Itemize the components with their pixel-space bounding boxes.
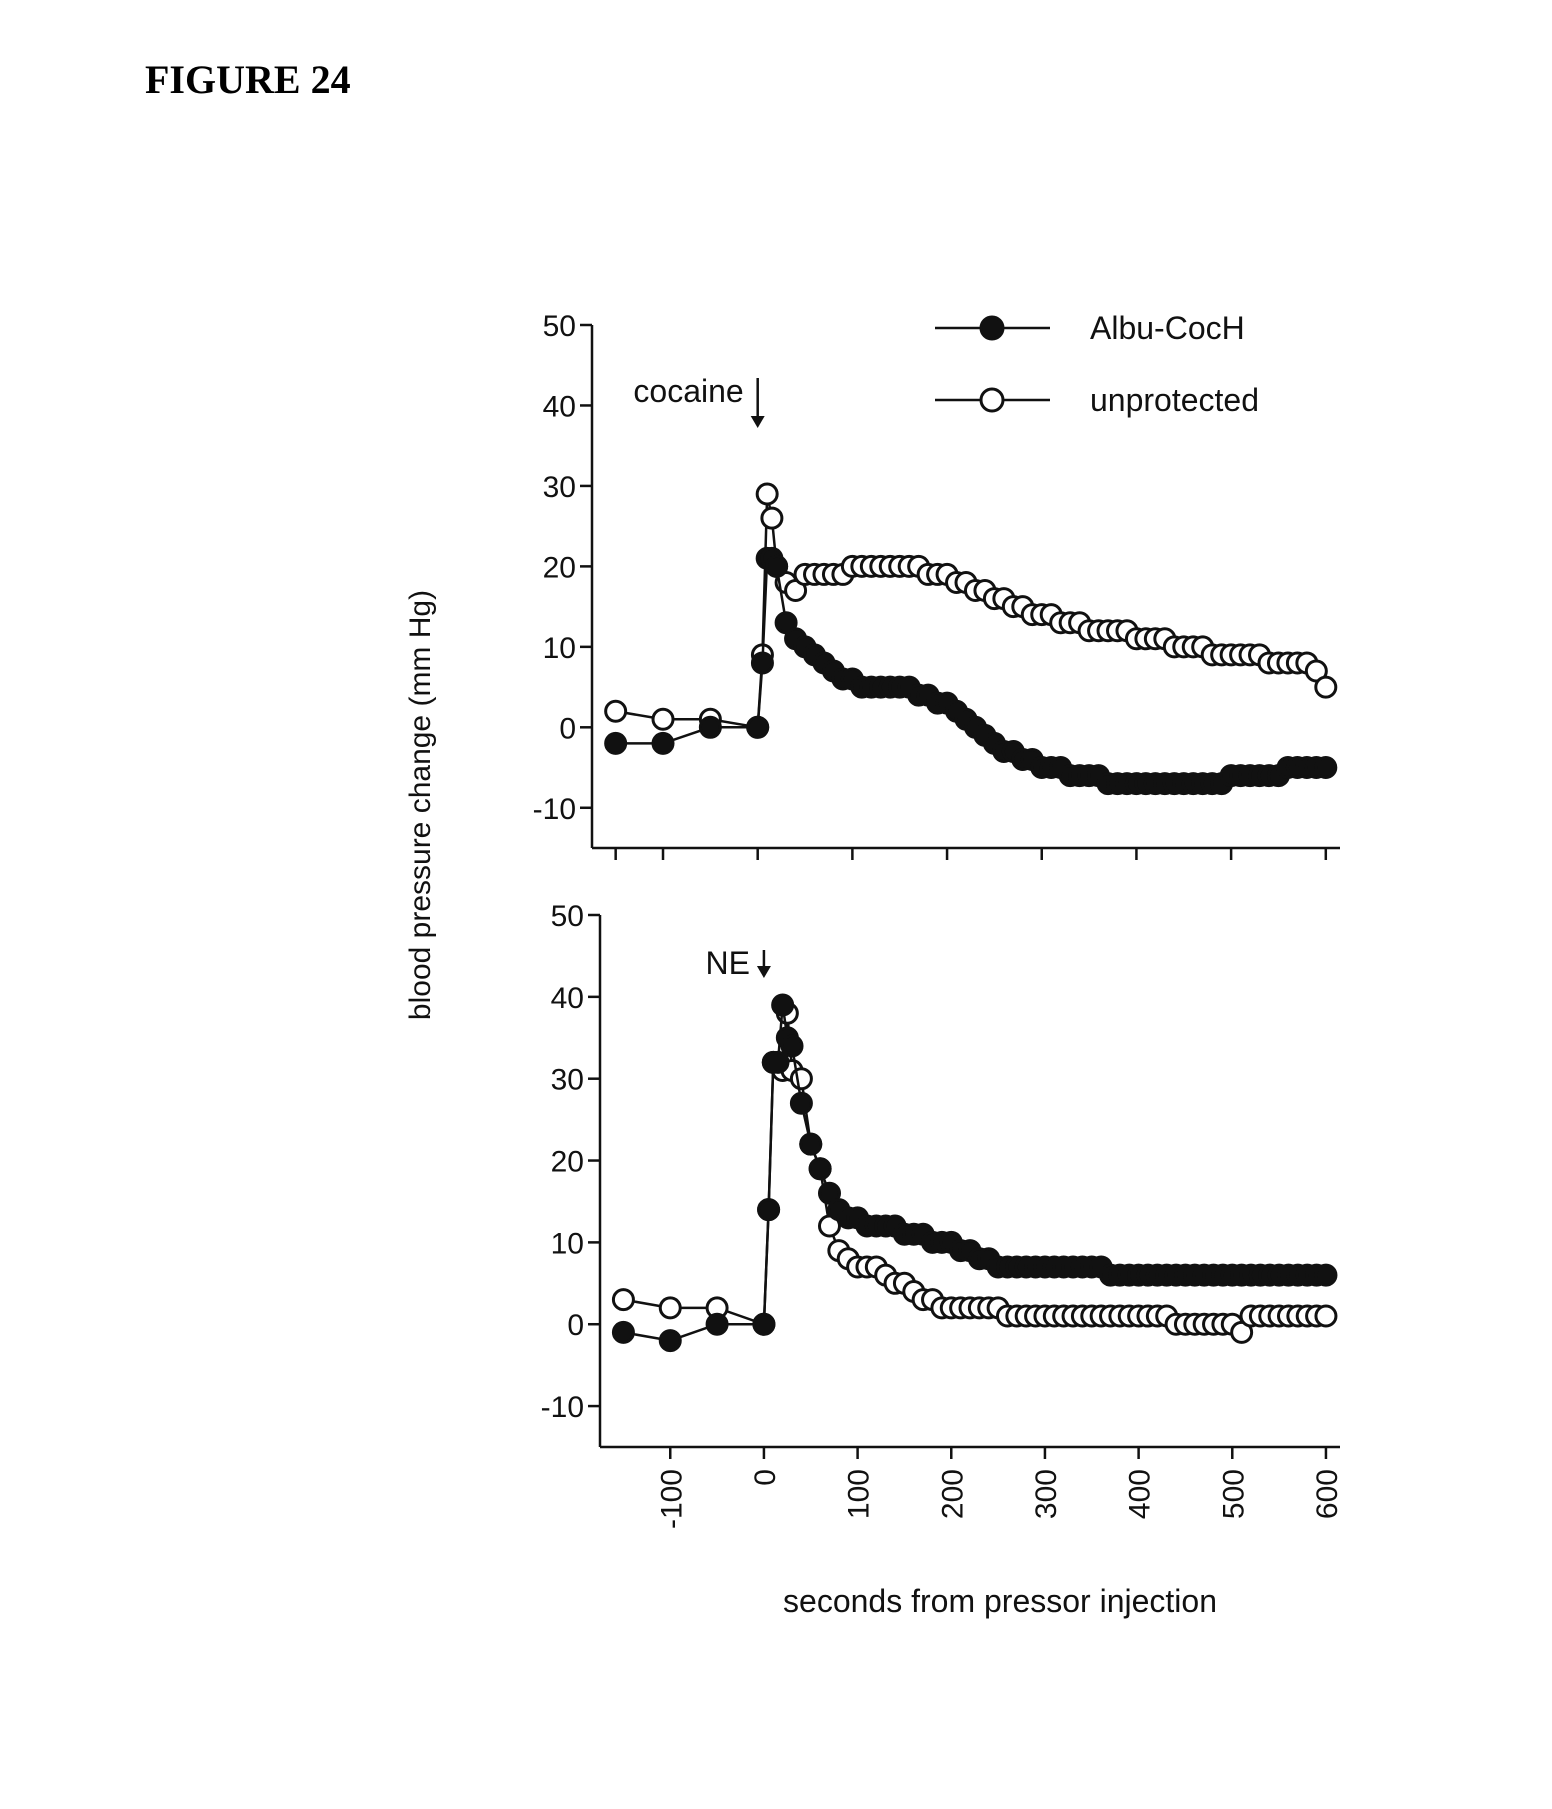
unprotected-point [660, 1298, 680, 1318]
albu-coch-point [660, 1331, 680, 1351]
annotation-arrowhead [757, 966, 771, 978]
y-tick-label: -10 [533, 793, 576, 826]
albu-coch-point [768, 1052, 788, 1072]
x-axis-label: seconds from pressor injection [783, 1583, 1217, 1619]
series-line [616, 494, 1326, 727]
y-tick-label: 20 [543, 551, 576, 584]
top-panel: -10 0 10 20 30 40 50 cocaine Albu-CocH unprotecte… [533, 310, 1340, 860]
albu-coch-point [1316, 758, 1336, 778]
unprotected-point [791, 1069, 811, 1089]
y-axis-label: blood pressure change (mm Hg) [404, 590, 437, 1020]
unprotected-point [757, 484, 777, 504]
legend-label: Albu-CocH [1090, 310, 1245, 346]
bottom-panel: -1001020304050-1000100200300400500600NE [541, 900, 1344, 1529]
annotation-label: NE [705, 945, 749, 981]
albu-coch-point [759, 1200, 779, 1220]
albu-coch-point [707, 1314, 727, 1334]
albu-coch-point [653, 733, 673, 753]
x-tick-label: 0 [749, 1469, 782, 1486]
y-tick-label: -10 [541, 1391, 584, 1424]
y-tick-label: 50 [543, 310, 576, 343]
x-tick-label: 500 [1217, 1469, 1250, 1519]
legend-marker [981, 317, 1003, 339]
albu-coch-point [754, 1314, 774, 1334]
albu-coch-point [791, 1093, 811, 1113]
y-tick-label: 10 [543, 632, 576, 665]
albu-coch-point [773, 995, 793, 1015]
albu-coch-point [606, 733, 626, 753]
x-tick-label: 200 [936, 1469, 969, 1519]
annotation-arrowhead [751, 416, 765, 428]
y-tick-label: 50 [551, 900, 584, 933]
unprotected-point [613, 1290, 633, 1310]
x-tick-label: 300 [1030, 1469, 1063, 1519]
unprotected-point [653, 709, 673, 729]
legend-label: unprotected [1090, 382, 1259, 418]
albu-coch-point [613, 1322, 633, 1342]
x-tick-label: 400 [1124, 1469, 1157, 1519]
albu-coch-point [767, 556, 787, 576]
albu-coch-point [801, 1134, 821, 1154]
unprotected-point [1316, 1306, 1336, 1326]
series-line [623, 1005, 1326, 1341]
unprotected-point [606, 701, 626, 721]
annotation-label: cocaine [633, 373, 743, 409]
albu-coch-point [752, 653, 772, 673]
y-tick-label: 40 [551, 982, 584, 1015]
albu-coch-point [1316, 1265, 1336, 1285]
y-tick-label: 0 [567, 1309, 584, 1342]
unprotected-point [1316, 677, 1336, 697]
y-tick-label: 0 [559, 712, 576, 745]
legend-marker [981, 389, 1003, 411]
unprotected-point [762, 508, 782, 528]
albu-coch-point [700, 717, 720, 737]
x-tick-label: 600 [1311, 1469, 1344, 1519]
y-tick-label: 10 [551, 1227, 584, 1260]
y-tick-label: 30 [551, 1064, 584, 1097]
x-tick-label: -100 [655, 1469, 688, 1529]
y-tick-label: 20 [551, 1146, 584, 1179]
x-tick-label: 100 [843, 1469, 876, 1519]
albu-coch-point [782, 1036, 802, 1056]
y-tick-label: 40 [543, 390, 576, 423]
y-tick-label: 30 [543, 471, 576, 504]
albu-coch-point [810, 1159, 830, 1179]
albu-coch-point [748, 717, 768, 737]
